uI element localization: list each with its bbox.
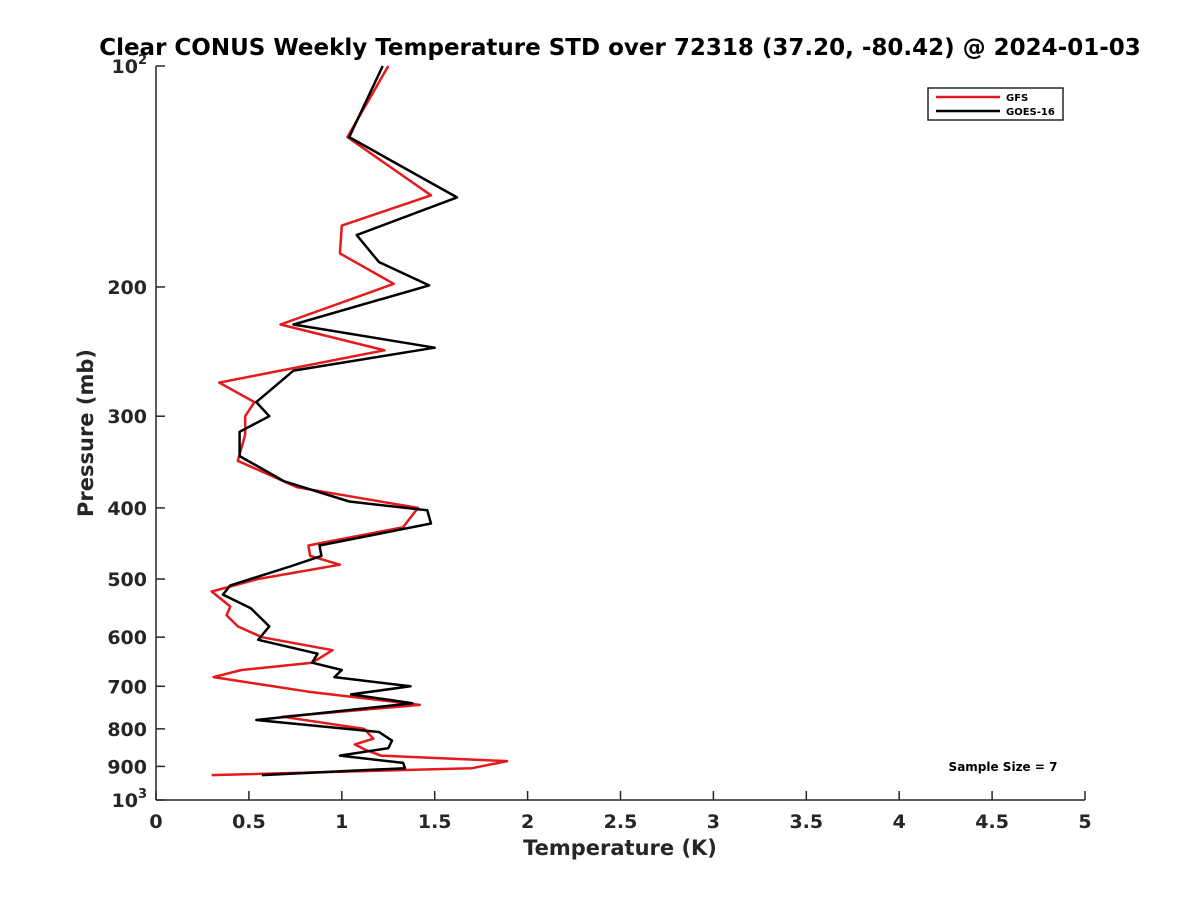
x-tick-label: 3.5: [789, 811, 823, 833]
legend-label: GFS: [1006, 93, 1028, 104]
y-tick-label: 600: [107, 627, 147, 649]
x-tick-label: 4: [893, 811, 906, 833]
y-tick-label: 102: [112, 53, 148, 78]
y-tick-label: 400: [107, 498, 147, 520]
y-tick-label: 500: [107, 569, 147, 591]
y-tick-label: 800: [107, 719, 147, 741]
y-tick-label: 300: [107, 406, 147, 428]
sample-size-annotation: Sample Size = 7: [949, 760, 1058, 774]
x-tick-label: 3: [707, 811, 720, 833]
x-tick-label: 1: [335, 811, 348, 833]
x-axis-label: Temperature (K): [523, 836, 717, 860]
series-lines: [210, 65, 509, 777]
x-tick-label: 5: [1078, 811, 1091, 833]
axes: 0 0.5 1 1.5 2 2.5 3 3.5 4 4.5 5 102 200 300 400 500 600 7…: [107, 53, 1091, 833]
legend-label: GOES-16: [1006, 107, 1055, 118]
series-line-gfs: [210, 65, 509, 777]
legend-box: [927, 87, 1064, 121]
x-tick-label: 2: [521, 811, 534, 833]
y-tick-label: 103: [112, 787, 148, 812]
y-tick-label: 200: [107, 277, 147, 299]
chart-title: Clear CONUS Weekly Temperature STD over …: [99, 35, 1141, 61]
series-line-goes-16: [221, 65, 459, 777]
x-tick-label: 0.5: [232, 811, 266, 833]
x-tick-label: 1.5: [418, 811, 452, 833]
y-tick-label: 900: [107, 756, 147, 778]
y-tick-label: 700: [107, 676, 147, 698]
legend: GFS GOES-16: [927, 87, 1064, 121]
x-tick-label: 0: [149, 811, 162, 833]
x-tick-label: 2.5: [604, 811, 638, 833]
y-axis-label: Pressure (mb): [74, 349, 98, 517]
x-tick-label: 4.5: [975, 811, 1009, 833]
